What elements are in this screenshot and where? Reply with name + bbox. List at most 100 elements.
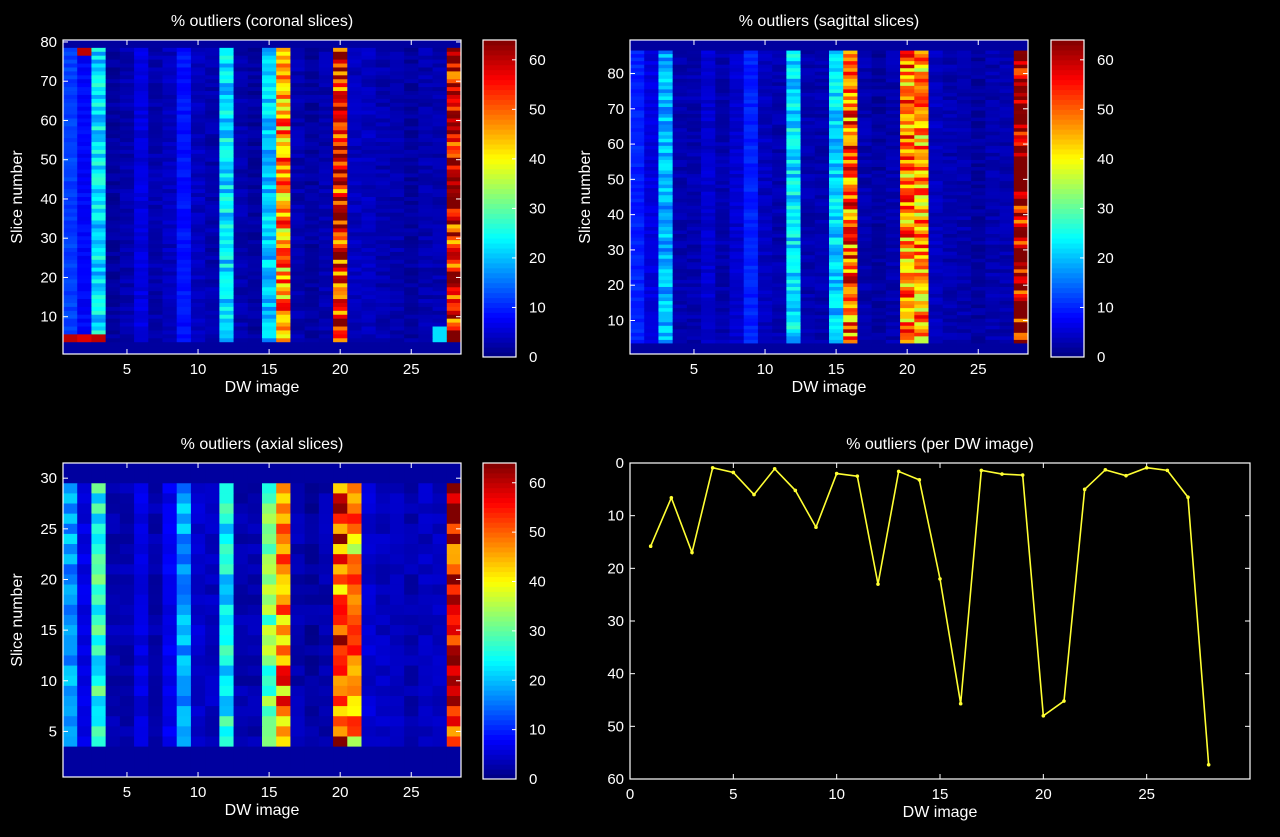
chart1-cell: [418, 43, 433, 49]
chart2-cell: [686, 258, 702, 263]
chart1-cell: [404, 118, 419, 123]
chart1-cell: [91, 263, 107, 269]
chart2-cell: [757, 346, 773, 351]
chart2-cell: [1013, 290, 1029, 295]
chart2-cell: [686, 251, 702, 256]
chart2-cell: [729, 230, 745, 235]
chart1-cell: [432, 208, 448, 214]
chart2-cell: [786, 198, 801, 203]
chart2-cell: [672, 230, 688, 235]
chart2-cell: [743, 255, 759, 260]
chart1-cell: [276, 185, 291, 190]
chart2-cell: [871, 198, 887, 203]
chart1-cell: [333, 244, 348, 249]
chart1-cell: [63, 306, 78, 312]
chart2-cell: [942, 135, 958, 140]
chart1-cell: [134, 263, 149, 269]
chart2-cell: [885, 237, 901, 242]
chart2-cell: [701, 276, 716, 281]
chart1-cell: [304, 173, 320, 178]
chart2-cell: [871, 54, 887, 59]
chart1-cell: [247, 126, 263, 131]
chart2-cell: [686, 110, 702, 115]
chart1-cell: [333, 83, 348, 88]
chart1-cell: [361, 212, 377, 218]
chart2-cell: [701, 244, 716, 249]
chart2-cell: [800, 294, 816, 298]
chart2-cell: [900, 237, 915, 242]
chart1-cell: [119, 106, 135, 112]
chart1-cell: [162, 200, 178, 206]
chart2-cell: [786, 202, 801, 207]
chart1-cell: [375, 334, 391, 339]
chart2-cell: [800, 68, 816, 73]
chart1-cell: [389, 240, 405, 245]
chart2-cell: [814, 219, 830, 224]
chart2-cell: [701, 124, 716, 129]
chart2-cell: [914, 138, 929, 143]
chart2-cell: [914, 350, 929, 355]
chart2-cell: [814, 138, 830, 143]
chart2-cell: [729, 40, 745, 44]
chart2-cell: [701, 343, 716, 348]
chart1-cell: [389, 177, 405, 182]
chart2-cell: [885, 325, 901, 330]
chart2-cell: [971, 346, 986, 351]
chart2-cell: [999, 269, 1015, 274]
chart1-cell: [318, 251, 334, 257]
chart1-cell: [432, 118, 448, 123]
chart1-cell: [233, 47, 249, 53]
chart1-cell: [318, 228, 334, 233]
chart2-cell: [658, 99, 674, 104]
chart2-cell: [843, 304, 858, 309]
chart1-cell: [318, 279, 334, 284]
chart2-cell: [914, 99, 929, 104]
chart2-cell: [644, 265, 659, 270]
chart2-cell: [729, 248, 745, 253]
chart1-cell: [63, 197, 78, 202]
chart2-cell: [900, 251, 915, 256]
chart2-cell: [772, 163, 787, 168]
chart2-cell: [985, 258, 1000, 263]
chart1-cell: [432, 200, 448, 206]
chart2-cell: [786, 57, 801, 62]
chart2-cell: [658, 237, 674, 242]
chart2-cell: [757, 241, 773, 246]
chart2-cell: [686, 286, 702, 291]
chart2-cell: [928, 85, 944, 90]
chart2-cell: [900, 54, 915, 59]
chart2-cell: [985, 110, 1000, 115]
chart2-cell: [900, 114, 915, 119]
chart1-cell: [134, 279, 149, 284]
chart1-cell: [162, 197, 178, 202]
chart1-cell: [333, 106, 348, 112]
chart2-cell: [701, 142, 716, 147]
chart1-cell: [361, 130, 377, 135]
chart2-cell: [956, 223, 972, 228]
chart1-cell: [119, 197, 135, 202]
chart1-cell: [176, 98, 192, 104]
chart2-cell: [672, 336, 688, 341]
chart1-cell: [77, 318, 92, 324]
chart2-cell: [956, 202, 972, 207]
chart2-cell: [644, 294, 659, 298]
chart2-cell: [743, 121, 759, 126]
chart2-cell: [743, 286, 759, 291]
chart1-cell: [333, 98, 348, 104]
chart1-cell: [105, 47, 121, 53]
chart1-cell: [389, 189, 405, 194]
chart1-cell: [205, 255, 220, 261]
chart1-cell: [91, 306, 107, 312]
chart1-cell: [389, 149, 405, 155]
chart1-cell: [219, 283, 234, 288]
chart1-cell: [347, 212, 362, 218]
chart2-cell: [630, 195, 645, 200]
chart1-cell: [105, 40, 121, 45]
chart1-cell: [119, 248, 135, 253]
chart2-cell: [715, 202, 730, 207]
chart2-cell: [658, 43, 674, 48]
chart2-cell: [914, 255, 929, 260]
chart2-cell: [843, 188, 858, 193]
chart1-cell: [105, 67, 121, 72]
chart2-cell: [843, 332, 858, 337]
